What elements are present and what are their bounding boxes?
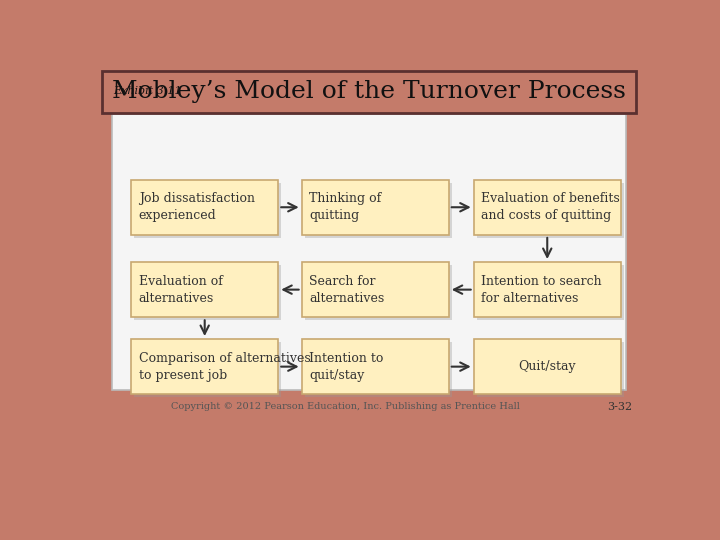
Text: 3-32: 3-32 (608, 402, 632, 411)
FancyBboxPatch shape (305, 183, 452, 238)
FancyBboxPatch shape (305, 342, 452, 397)
FancyBboxPatch shape (474, 262, 621, 318)
FancyBboxPatch shape (474, 339, 621, 394)
FancyBboxPatch shape (112, 114, 626, 390)
Text: Evaluation of benefits
and costs of quitting: Evaluation of benefits and costs of quit… (482, 192, 620, 222)
FancyBboxPatch shape (477, 183, 624, 238)
Text: Search for
alternatives: Search for alternatives (310, 275, 384, 305)
Text: Thinking of
quitting: Thinking of quitting (310, 192, 382, 222)
Text: Exhibit 3.11: Exhibit 3.11 (113, 86, 181, 96)
Text: Mobley’s Model of the Turnover Process: Mobley’s Model of the Turnover Process (112, 80, 626, 103)
FancyBboxPatch shape (131, 262, 279, 318)
Text: Quit/stay: Quit/stay (518, 360, 576, 373)
FancyBboxPatch shape (134, 183, 282, 238)
Text: Comparison of alternatives
to present job: Comparison of alternatives to present jo… (139, 352, 310, 382)
FancyBboxPatch shape (131, 339, 279, 394)
FancyBboxPatch shape (302, 339, 449, 394)
Text: Intention to
quit/stay: Intention to quit/stay (310, 352, 384, 382)
FancyBboxPatch shape (302, 262, 449, 318)
FancyBboxPatch shape (474, 179, 621, 235)
Text: Intention to search
for alternatives: Intention to search for alternatives (482, 275, 602, 305)
FancyBboxPatch shape (131, 179, 279, 235)
Text: Copyright © 2012 Pearson Education, Inc. Publishing as Prentice Hall: Copyright © 2012 Pearson Education, Inc.… (171, 402, 520, 411)
FancyBboxPatch shape (134, 265, 282, 320)
FancyBboxPatch shape (477, 265, 624, 320)
FancyBboxPatch shape (305, 265, 452, 320)
FancyBboxPatch shape (134, 342, 282, 397)
Text: Job dissatisfaction
experienced: Job dissatisfaction experienced (139, 192, 255, 222)
FancyBboxPatch shape (302, 179, 449, 235)
FancyBboxPatch shape (477, 342, 624, 397)
FancyBboxPatch shape (102, 71, 636, 112)
Text: Evaluation of
alternatives: Evaluation of alternatives (139, 275, 222, 305)
